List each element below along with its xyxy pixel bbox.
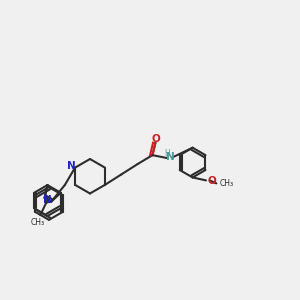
Text: O: O	[152, 134, 161, 144]
Text: O: O	[208, 176, 216, 186]
Text: N: N	[67, 161, 76, 171]
Text: H: H	[164, 149, 169, 158]
Text: N: N	[43, 195, 52, 205]
Text: N: N	[166, 152, 175, 162]
Text: CH₃: CH₃	[220, 179, 234, 188]
Text: CH₃: CH₃	[31, 218, 45, 227]
